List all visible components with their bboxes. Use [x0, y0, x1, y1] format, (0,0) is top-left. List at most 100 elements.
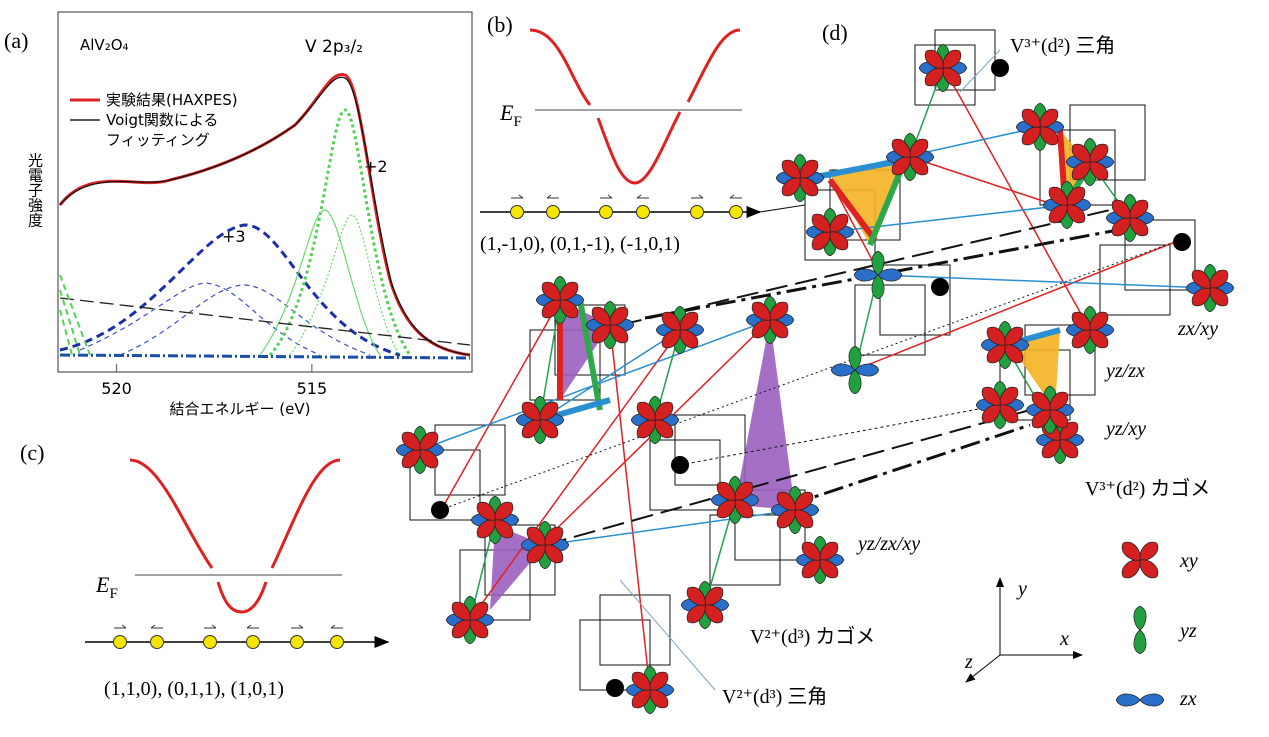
fermi-symbol: E: [499, 100, 514, 125]
band-curve: [530, 30, 740, 183]
orbital-cluster: [631, 396, 679, 444]
spin-arrow: [547, 195, 559, 198]
orbital-cluster: [521, 521, 569, 569]
orbital-legend: xy yz zx: [1178, 550, 1198, 710]
orbital-cluster: [471, 496, 519, 544]
orbital-label: yz/zx: [1104, 360, 1145, 382]
spin-arrow: [331, 625, 343, 628]
electron: [511, 206, 524, 219]
orbital-cluster: [831, 346, 879, 394]
orbital-cluster: [1026, 386, 1074, 434]
legend-text: フィッティング: [106, 131, 210, 149]
orbital-cluster: [446, 596, 494, 644]
x-tick-label: 515: [297, 379, 328, 398]
spin-arrow: [637, 195, 649, 198]
orbital-cluster: [1043, 181, 1091, 229]
fermi-label: EF: [499, 100, 522, 130]
orbital-cluster: [854, 251, 902, 299]
site-label: V³⁺(d²) 三角: [1010, 34, 1115, 57]
panel-c: (c) EF (1,1,0), (0,1,1), (1,0,1): [20, 440, 388, 700]
orbital-cluster: [586, 301, 634, 349]
x-axis: 520 515: [101, 364, 327, 398]
site-label: V²⁺(d³) カゴメ: [750, 625, 875, 648]
electron: [730, 206, 743, 219]
orbital-label: yz/xy: [1104, 418, 1146, 440]
orbital-cluster: [1116, 694, 1164, 706]
orbital-cluster: [796, 536, 844, 584]
coordinate-axes: y x z: [964, 578, 1082, 682]
panel-label: (c): [20, 440, 44, 465]
electron: [247, 636, 260, 649]
orbital-cluster: [746, 296, 794, 344]
orbital-cluster: [1118, 538, 1161, 581]
fermi-label: EF: [95, 572, 118, 602]
petal: [1140, 694, 1164, 706]
spin-arrow: [151, 625, 163, 628]
y-axis-label: 光電子強度: [26, 153, 44, 228]
petal: [1116, 694, 1140, 706]
axis-name: x: [1059, 628, 1069, 650]
panel-label: (d): [822, 20, 848, 45]
electron: [637, 206, 650, 219]
orbital-cluster: [776, 154, 824, 202]
electron: [204, 636, 217, 649]
spin-arrow: [511, 195, 523, 198]
legend-text: zx: [1179, 688, 1197, 710]
orbital-cluster: [771, 486, 819, 534]
electron: [151, 636, 164, 649]
cubes: [410, 30, 1195, 690]
panel-d: (d): [396, 20, 1234, 714]
vector-list: (1,1,0), (0,1,1), (1,0,1): [104, 678, 284, 700]
orbital-cluster: [806, 208, 854, 256]
site-label: V²⁺(d³) 三角: [722, 685, 827, 708]
orbital-cluster: [626, 666, 674, 714]
orbital-cluster: [1066, 138, 1114, 186]
electron: [691, 206, 704, 219]
formula: AlV₂O₄: [80, 36, 129, 54]
electron: [331, 636, 344, 649]
spin-arrow: [204, 625, 216, 628]
orbital-cluster: [1186, 264, 1234, 312]
orbital-cluster: [981, 321, 1029, 369]
panel-b: (b) EF (1,-1,0), (0,1,-1), (-1,0,1): [480, 12, 760, 255]
plot-frame: [58, 12, 472, 372]
axis-name: z: [964, 651, 973, 673]
orbital-label: zx/xy: [1177, 318, 1218, 340]
x-tick-label: 520: [101, 379, 132, 398]
fermi-symbol: E: [95, 572, 110, 597]
legend-text: xy: [1179, 550, 1198, 572]
orbital-label: yz/zx/xy: [856, 533, 920, 555]
peak-label: V 2p₃/₂: [305, 37, 363, 57]
electron: [600, 206, 613, 219]
orbital-cluster: [976, 381, 1024, 429]
annotation: +3: [222, 227, 246, 246]
orbital-cluster: [1106, 194, 1154, 242]
petal: [1134, 630, 1146, 654]
orbital-cluster: [396, 426, 444, 474]
vector-list: (1,-1,0), (0,1,-1), (-1,0,1): [480, 233, 680, 255]
orbital-cluster: [1134, 606, 1146, 654]
electron: [291, 636, 304, 649]
orbital-cluster: [886, 133, 934, 181]
legend-text: 実験結果(HAXPES): [106, 91, 238, 109]
orbital-cluster: [536, 276, 584, 324]
panel-a: (a) 光電子強度 結合エネルギー (eV) AlV₂O₄ V 2p₃/₂ 実験…: [4, 12, 472, 418]
spin-arrow: [730, 195, 742, 198]
annotations: V³⁺(d²) 三角 V³⁺(d²) カゴメ V²⁺(d³) カゴメ V²⁺(d…: [722, 34, 1218, 708]
panel-label: (b): [487, 12, 513, 37]
legend-text: Voigt関数による: [106, 111, 218, 129]
band-curve: [130, 460, 340, 612]
panel-label: (a): [4, 28, 28, 53]
x-axis-label: 結合エネルギー (eV): [170, 400, 311, 418]
legend-text: yz: [1178, 620, 1197, 642]
orbital-cluster: [919, 44, 967, 92]
orbital-cluster: [516, 396, 564, 444]
electron: [547, 206, 560, 219]
orbital-cluster: [681, 581, 729, 629]
electron: [114, 636, 127, 649]
spin-arrow: [291, 625, 303, 628]
fermi-subscript: F: [109, 586, 117, 602]
figure: (a) 光電子強度 結合エネルギー (eV) AlV₂O₄ V 2p₃/₂ 実験…: [0, 0, 1269, 737]
spin-arrow: [247, 625, 259, 628]
axis-name: y: [1016, 578, 1027, 600]
